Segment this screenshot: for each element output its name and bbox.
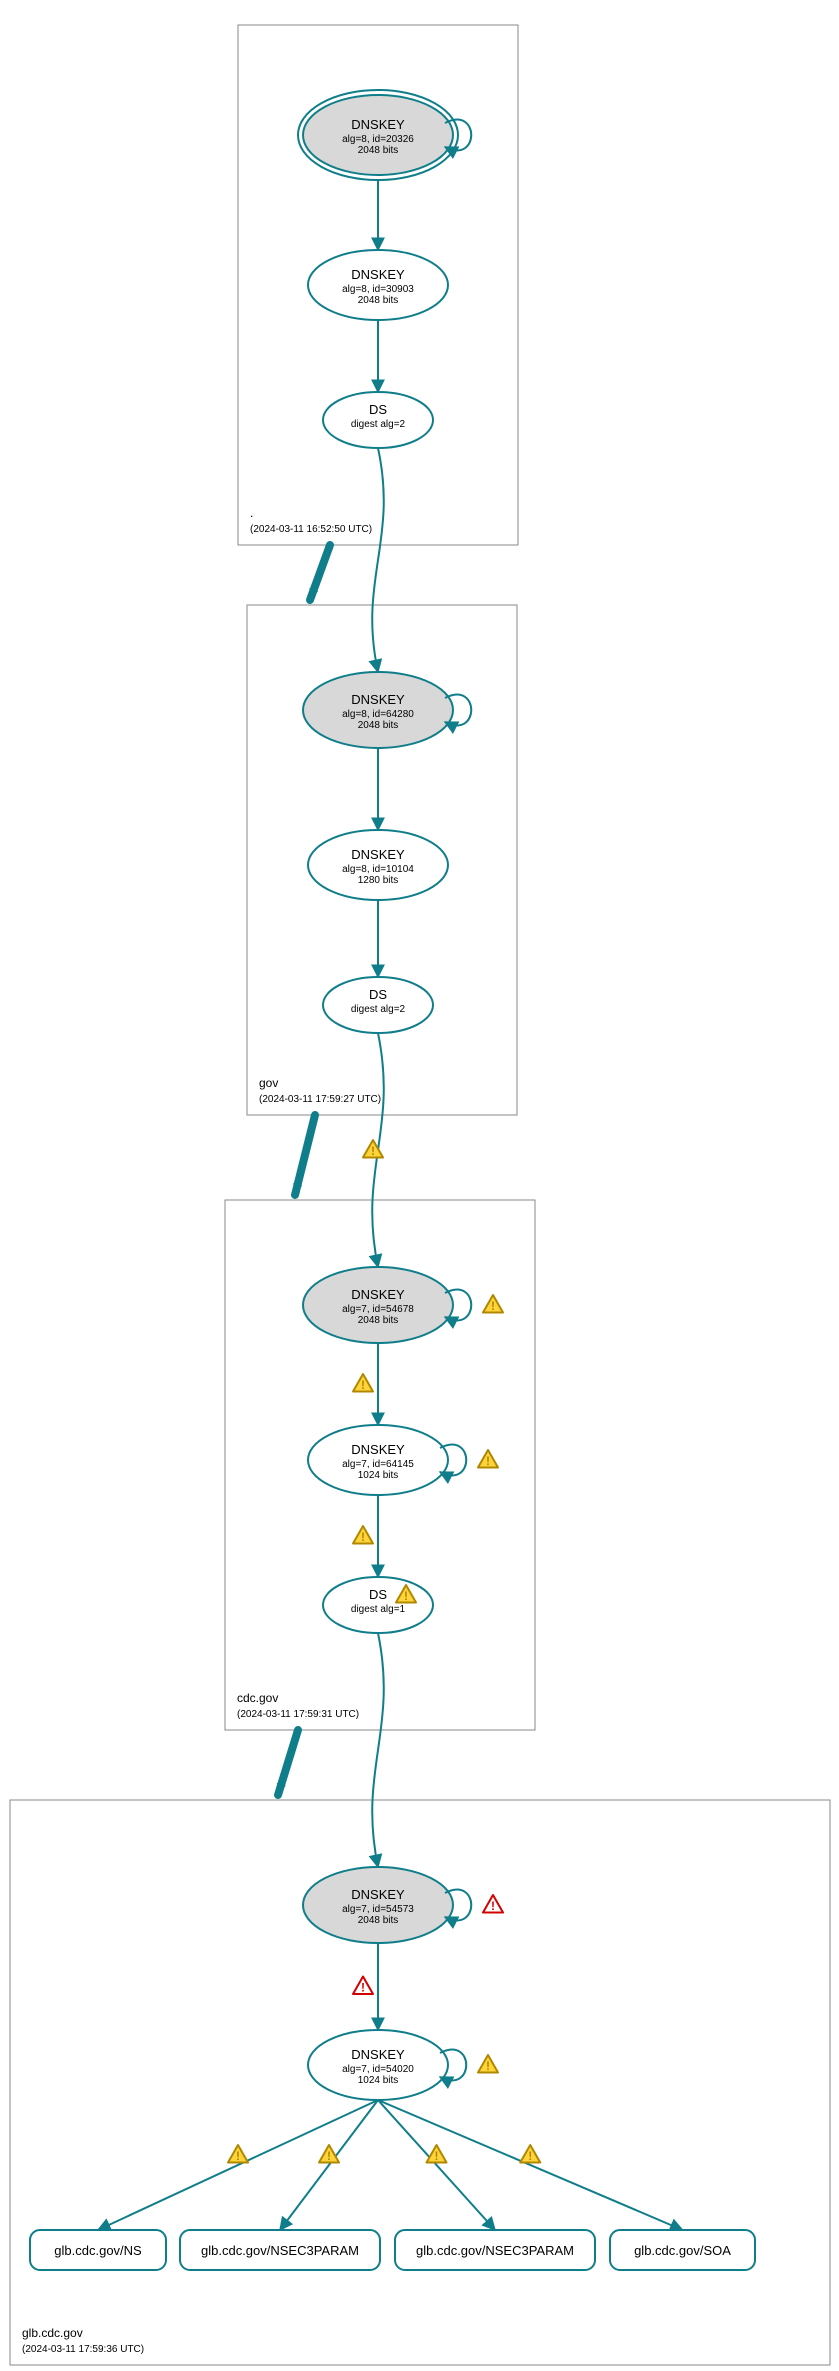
node-subline: 1024 bits (358, 2075, 399, 2086)
node-subline: digest alg=2 (351, 419, 406, 430)
node-title: DNSKEY (351, 2047, 405, 2062)
warning-icon: ! (427, 2145, 447, 2163)
warning-icon: ! (478, 1450, 498, 1468)
node-subline: alg=8, id=30903 (342, 284, 414, 295)
zone-timestamp: (2024-03-11 17:59:31 UTC) (237, 1709, 359, 1720)
node-subline: alg=7, id=54573 (342, 1904, 414, 1915)
rr-label: glb.cdc.gov/NS (54, 2243, 142, 2258)
node-subline: alg=7, id=54020 (342, 2064, 414, 2075)
node-subline: digest alg=2 (351, 1004, 406, 1015)
node-gov_ksk: DNSKEY alg=8, id=642802048 bits (303, 672, 471, 748)
node-root_ds: DS digest alg=2 (323, 392, 433, 448)
warning-icon: ! (520, 2145, 540, 2163)
node-subline: 1280 bits (358, 875, 399, 886)
node-gov_ds: DS digest alg=2 (323, 977, 433, 1033)
node-title: DNSKEY (351, 1887, 405, 1902)
rr-label: glb.cdc.gov/SOA (634, 2243, 731, 2258)
warning-icon: ! (353, 1977, 373, 1995)
node-subline: 2048 bits (358, 720, 399, 731)
svg-text:!: ! (486, 1454, 490, 1468)
node-title: DNSKEY (351, 117, 405, 132)
rr-box: glb.cdc.gov/NS (30, 2230, 166, 2270)
rr-label: glb.cdc.gov/NSEC3PARAM (201, 2243, 359, 2258)
node-cdc_ksk: DNSKEY alg=7, id=546782048 bits (303, 1267, 471, 1343)
zone-delegation-arrow (295, 1115, 315, 1195)
zone-label: cdc.gov (237, 1691, 278, 1705)
edge (98, 2100, 378, 2230)
node-cdc_zsk: DNSKEY alg=7, id=641451024 bits (308, 1425, 466, 1495)
svg-text:!: ! (361, 1530, 365, 1544)
rr-box: glb.cdc.gov/NSEC3PARAM (395, 2230, 595, 2270)
svg-text:!: ! (486, 2059, 490, 2073)
node-title: DNSKEY (351, 267, 405, 282)
warning-icon: ! (319, 2145, 339, 2163)
warning-icon: ! (483, 1295, 503, 1313)
edge (280, 2100, 378, 2230)
warning-icon: ! (353, 1374, 373, 1392)
node-subline: 2048 bits (358, 295, 399, 306)
node-title: DS (369, 1587, 387, 1602)
node-glb_ksk: DNSKEY alg=7, id=545732048 bits (303, 1867, 471, 1943)
node-subline: alg=8, id=20326 (342, 134, 414, 145)
svg-text:!: ! (327, 2149, 331, 2163)
svg-text:!: ! (491, 1899, 495, 1913)
node-glb_zsk: DNSKEY alg=7, id=540201024 bits (308, 2030, 466, 2100)
node-title: DNSKEY (351, 1442, 405, 1457)
edge (372, 448, 384, 672)
svg-text:!: ! (491, 1299, 495, 1313)
node-root_ksk: DNSKEY alg=8, id=203262048 bits (298, 90, 471, 180)
zone-timestamp: (2024-03-11 17:59:27 UTC) (259, 1094, 381, 1105)
zone-timestamp: (2024-03-11 17:59:36 UTC) (22, 2344, 144, 2355)
node-title: DNSKEY (351, 1287, 405, 1302)
svg-text:!: ! (361, 1981, 365, 1995)
svg-text:!: ! (371, 1144, 375, 1158)
node-cdc_ds: DS digest alg=1 (323, 1577, 433, 1633)
svg-text:!: ! (236, 2149, 240, 2163)
node-title: DNSKEY (351, 847, 405, 862)
node-root_zsk: DNSKEY alg=8, id=309032048 bits (308, 250, 448, 320)
warning-icon: ! (478, 2055, 498, 2073)
node-subline: alg=7, id=54678 (342, 1304, 414, 1315)
zone-timestamp: (2024-03-11 16:52:50 UTC) (250, 524, 372, 535)
node-subline: 2048 bits (358, 1915, 399, 1926)
node-subline: digest alg=1 (351, 1604, 406, 1615)
svg-text:!: ! (361, 1378, 365, 1392)
warning-icon: ! (228, 2145, 248, 2163)
zone-label: glb.cdc.gov (22, 2326, 83, 2340)
node-title: DS (369, 987, 387, 1002)
node-subline: alg=8, id=64280 (342, 709, 414, 720)
node-gov_zsk: DNSKEY alg=8, id=101041280 bits (308, 830, 448, 900)
zone-label: gov (259, 1076, 278, 1090)
svg-text:!: ! (435, 2149, 439, 2163)
edge (378, 2100, 495, 2230)
node-subline: alg=7, id=64145 (342, 1459, 414, 1470)
node-subline: 1024 bits (358, 1470, 399, 1481)
node-subline: alg=8, id=10104 (342, 864, 414, 875)
edge (378, 2100, 683, 2230)
svg-text:!: ! (528, 2149, 532, 2163)
rr-box: glb.cdc.gov/SOA (610, 2230, 755, 2270)
edge (372, 1633, 384, 1867)
warning-icon: ! (483, 1895, 503, 1913)
node-subline: 2048 bits (358, 145, 399, 156)
warning-icon: ! (353, 1526, 373, 1544)
rr-label: glb.cdc.gov/NSEC3PARAM (416, 2243, 574, 2258)
node-title: DS (369, 402, 387, 417)
zone-label: . (250, 506, 253, 520)
node-subline: 2048 bits (358, 1315, 399, 1326)
node-title: DNSKEY (351, 692, 405, 707)
rr-box: glb.cdc.gov/NSEC3PARAM (180, 2230, 380, 2270)
svg-text:!: ! (404, 1589, 408, 1603)
